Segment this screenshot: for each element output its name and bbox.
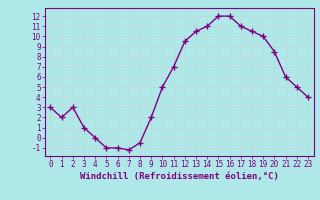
- X-axis label: Windchill (Refroidissement éolien,°C): Windchill (Refroidissement éolien,°C): [80, 172, 279, 181]
